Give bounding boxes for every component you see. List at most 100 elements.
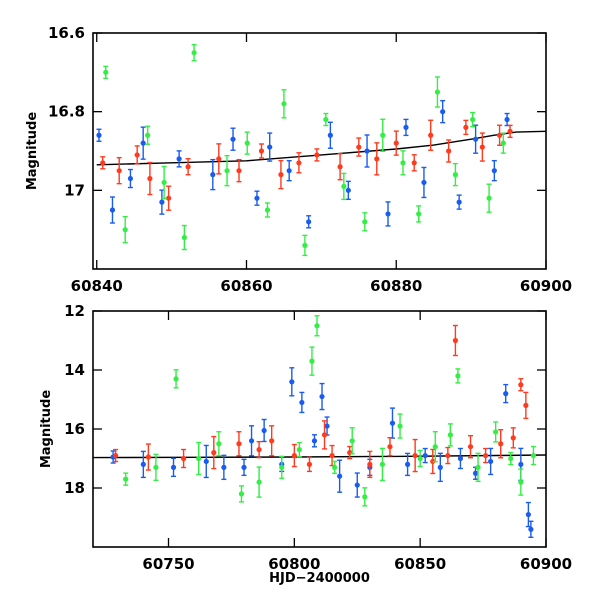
data-point	[244, 140, 250, 146]
data-point	[389, 420, 396, 426]
data-point	[329, 452, 335, 459]
data-point	[488, 458, 494, 465]
data-point	[230, 136, 236, 142]
data-point	[109, 207, 116, 213]
data-point	[269, 438, 275, 444]
data-point	[472, 470, 479, 476]
data-point	[445, 452, 451, 459]
data-point	[341, 183, 347, 189]
data-point	[224, 168, 230, 174]
data-point	[211, 450, 217, 456]
data-point	[140, 461, 146, 467]
data-point	[393, 140, 399, 146]
data-point	[176, 156, 182, 162]
data-point	[349, 438, 355, 444]
model-curve	[92, 454, 547, 459]
data-point	[417, 455, 423, 462]
x-tick-label: 60880	[370, 277, 422, 295]
series-green	[103, 43, 506, 257]
data-point	[140, 140, 146, 146]
data-point	[354, 482, 360, 488]
data-point	[256, 447, 262, 453]
data-point	[518, 461, 524, 467]
data-point	[508, 455, 514, 462]
data-point	[379, 461, 386, 467]
data-point	[267, 144, 273, 150]
data-point	[264, 207, 271, 213]
data-point	[422, 452, 428, 459]
data-point	[374, 156, 380, 162]
series-blue	[96, 99, 510, 229]
data-point	[236, 441, 242, 447]
data-point	[397, 423, 403, 429]
data-point	[337, 164, 343, 170]
data-point	[196, 455, 202, 462]
data-point	[191, 50, 197, 56]
data-point	[127, 175, 134, 182]
data-point	[496, 132, 503, 138]
data-point	[254, 195, 260, 201]
data-point	[100, 160, 106, 166]
data-point	[475, 464, 481, 470]
data-point	[291, 452, 297, 459]
data-point	[314, 152, 320, 158]
series-green	[123, 315, 537, 507]
data-point	[491, 168, 497, 174]
y-axis-title: Magnitude	[25, 112, 40, 191]
x-tick-label: 60860	[220, 277, 272, 295]
data-point	[306, 219, 312, 225]
data-point	[324, 423, 330, 429]
y-axis-title: Magnitude	[39, 390, 54, 469]
bottom-panel: 60750 60800 60850 60900 12 14 16 18 Magnitude HJD…	[39, 302, 572, 586]
data-point	[113, 452, 119, 459]
data-point	[507, 128, 513, 134]
data-point	[447, 432, 453, 438]
data-point	[362, 219, 368, 225]
data-point	[309, 358, 315, 364]
data-point	[116, 168, 122, 174]
data-point	[241, 464, 247, 470]
data-point	[153, 464, 159, 470]
data-point	[181, 455, 187, 462]
data-point	[530, 452, 537, 459]
data-point	[504, 116, 510, 123]
data-point	[455, 373, 461, 379]
data-point	[416, 211, 422, 217]
data-point	[518, 479, 524, 485]
data-point	[463, 124, 469, 130]
data-point	[103, 69, 109, 75]
data-point	[296, 447, 302, 453]
data-point	[134, 152, 140, 158]
data-point	[452, 337, 458, 344]
data-point	[256, 479, 262, 485]
data-point	[289, 379, 295, 385]
data-point	[261, 427, 267, 434]
data-point	[296, 160, 302, 166]
data-point	[286, 168, 292, 174]
data-point	[525, 511, 531, 518]
data-point	[404, 461, 411, 467]
data-point	[452, 172, 458, 178]
data-point	[145, 454, 151, 460]
data-point	[221, 464, 227, 470]
y-tick-label: 17	[64, 181, 85, 199]
series-red	[100, 119, 513, 211]
data-point	[147, 175, 153, 182]
data-point	[430, 458, 436, 465]
data-point	[170, 464, 177, 470]
data-point	[403, 124, 409, 130]
data-point	[493, 429, 499, 435]
data-point	[337, 473, 343, 479]
x-tick-label: 60750	[142, 555, 194, 573]
data-point	[456, 199, 462, 205]
data-point	[473, 136, 479, 142]
data-point	[345, 187, 351, 193]
data-point	[323, 116, 329, 123]
x-axis-title: HJD−2400000	[269, 571, 370, 586]
y-tick-label: 14	[64, 361, 85, 379]
data-point	[161, 179, 167, 186]
data-point	[96, 132, 102, 138]
x-tick-label: 60850	[394, 555, 446, 573]
data-point	[278, 172, 284, 178]
